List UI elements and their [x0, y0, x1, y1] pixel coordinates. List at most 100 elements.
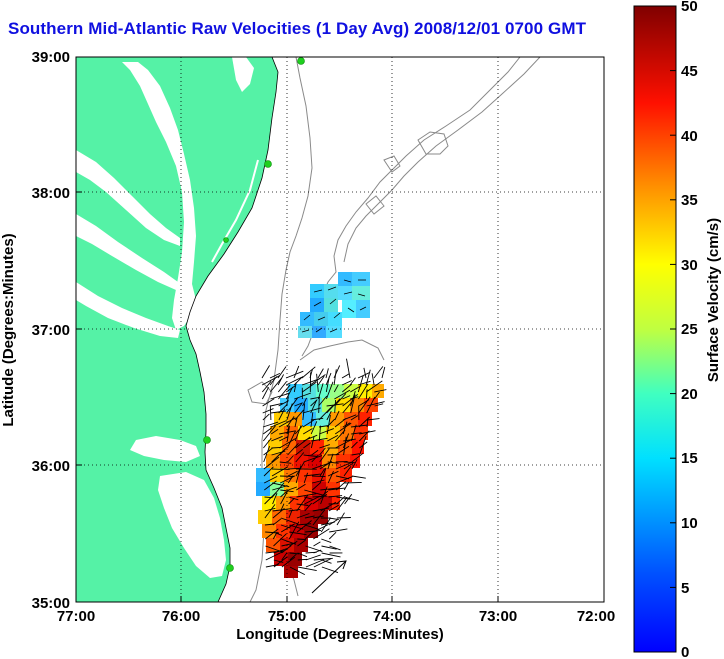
velocity-vector [320, 517, 331, 533]
velocity-vector [280, 517, 298, 525]
colorbar-tick-label: 10 [681, 515, 698, 532]
velocity-vector [351, 453, 360, 456]
velocity-vector [344, 481, 362, 484]
velocity-vector [288, 521, 300, 540]
velocity-vector [342, 393, 359, 407]
velocity-vector [280, 489, 294, 493]
colorbar-tick-labels: 50 45 40 35 30 25 20 15 10 5 0 [681, 0, 698, 659]
velocity-vector [280, 523, 295, 533]
velocity-vector [320, 486, 328, 505]
velocity-vectors-north [301, 279, 367, 333]
velocity-vector [350, 424, 368, 428]
velocity-vector [373, 366, 384, 379]
velocity-vector [279, 461, 292, 464]
velocity-vector [327, 470, 339, 477]
velocity-vector [350, 415, 359, 421]
velocity-vector [296, 494, 309, 512]
velocity-vector [294, 402, 303, 414]
velocity-vector [342, 395, 351, 400]
velocity-vector [351, 475, 366, 479]
velocity-vector [263, 437, 272, 449]
velocity-vector [313, 558, 332, 568]
velocity-vector [289, 566, 306, 576]
velocity-vector [288, 486, 298, 491]
velocity-vector [278, 403, 288, 414]
velocity-vector [312, 493, 328, 505]
potomac-river [76, 150, 180, 246]
velocity-vector [365, 389, 368, 400]
velocity-vector [273, 533, 287, 547]
velocity-vector [303, 455, 323, 463]
velocity-vector [281, 552, 288, 561]
velocity-vector [312, 509, 326, 526]
velocity-vector [329, 545, 341, 551]
velocity-vector [279, 475, 294, 477]
velocity-vector [295, 436, 311, 449]
velocity-vector [261, 380, 272, 393]
velocity-vector [287, 442, 299, 456]
velocity-vector [334, 422, 352, 435]
velocity-vector [278, 384, 291, 400]
velocity-vector [277, 381, 287, 393]
velocity-vector [262, 421, 279, 428]
velocity-vector [313, 557, 333, 561]
velocity-vector [304, 515, 315, 519]
velocity-vector [334, 429, 346, 442]
velocity-vector [305, 554, 321, 561]
reference-arrowhead [336, 560, 347, 570]
rappahannock-river [76, 214, 178, 290]
velocity-vector [328, 487, 345, 491]
velocity-vector [334, 417, 347, 428]
velocity-vector [296, 513, 310, 519]
colorbar-tick-label: 0 [681, 644, 689, 659]
velocity-vector [262, 398, 275, 407]
velocity-vector [301, 366, 316, 379]
velocity-vector [280, 503, 285, 512]
velocity-vector [317, 368, 324, 379]
velocity-vector [294, 417, 298, 428]
velocity-vector [262, 413, 270, 421]
velocity-vector [262, 427, 273, 435]
velocity-vector [357, 375, 364, 393]
velocity-vector [297, 539, 306, 547]
velocity-vector [342, 422, 351, 428]
x-tick-labels: 77:00 76:00 75:00 74:00 73:00 72:00 [57, 608, 615, 625]
velocity-vector [293, 365, 300, 379]
velocity-vector [312, 479, 325, 484]
velocity-vector [304, 495, 321, 505]
velocity-vector [310, 436, 315, 449]
velocity-vector [280, 489, 289, 505]
velocity-vector [335, 462, 352, 470]
velocity-vector [310, 412, 314, 428]
velocity-vector [328, 531, 337, 540]
x-tick-label: 75:00 [268, 608, 306, 625]
velocity-vector [374, 389, 387, 393]
velocity-vector [270, 428, 279, 435]
velocity-vector [343, 481, 350, 491]
velocity-vector [311, 475, 326, 478]
velocity-vector [287, 470, 298, 477]
velocity-vector [319, 428, 334, 435]
velocity-vector [349, 377, 356, 386]
velocity-vector [318, 396, 320, 414]
velocity-vector [287, 467, 300, 470]
velocity-vector [269, 405, 272, 421]
velocity-vector [327, 453, 334, 470]
velocity-vector [335, 438, 354, 449]
plot-title: Southern Mid-Atlantic Raw Velocities (1 … [8, 19, 587, 38]
velocity-vector [366, 401, 385, 407]
velocity-vector [286, 425, 290, 435]
velocity-vector [304, 489, 324, 496]
velocity-vector [302, 403, 306, 421]
velocity-vector [351, 459, 358, 470]
velocity-vector [313, 541, 321, 547]
velocity-vector [335, 460, 348, 463]
velocity-vector [318, 405, 334, 421]
velocity-vector [374, 403, 384, 407]
colorbar-tick-label: 15 [681, 450, 698, 467]
velocity-vector [351, 441, 358, 449]
pamlico-sound [158, 472, 226, 578]
velocity-vector [328, 495, 343, 498]
velocity-vector [319, 448, 330, 463]
velocity-vector [326, 410, 332, 421]
